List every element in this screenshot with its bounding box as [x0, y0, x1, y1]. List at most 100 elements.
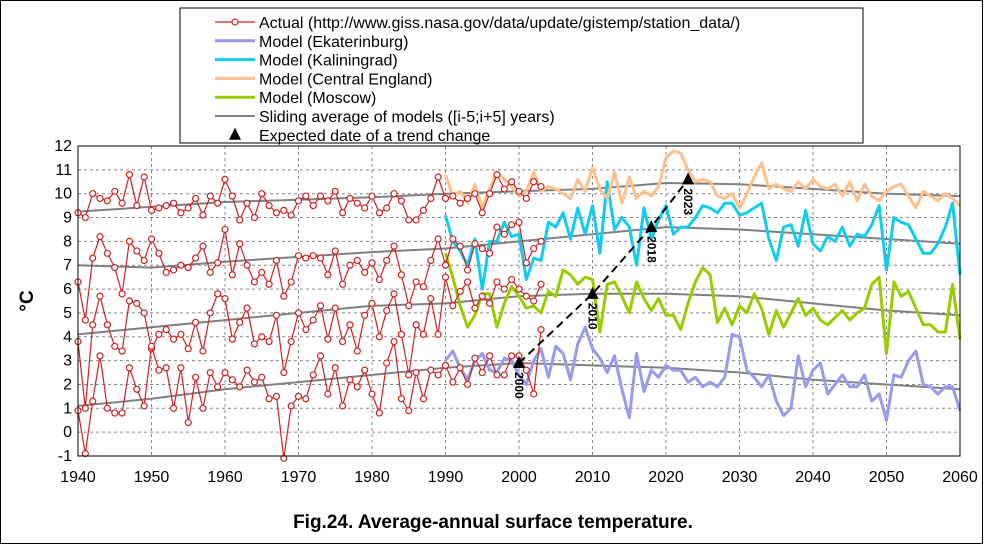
data-point [221, 225, 229, 234]
data-point [309, 202, 317, 210]
data-point [302, 395, 310, 403]
x-tick-label: 2060 [942, 469, 978, 486]
series-2 [74, 273, 545, 412]
data-point [155, 366, 163, 374]
data-point [236, 216, 244, 224]
data-point [405, 407, 413, 415]
series-6 [444, 149, 962, 210]
x-tick-label: 2000 [501, 469, 537, 486]
x-tick-label: 1960 [207, 469, 243, 486]
legend-label: Sliding average of models ([i-5;i+5] yea… [259, 109, 555, 126]
data-point [508, 221, 516, 229]
data-point [81, 213, 89, 222]
data-point [449, 192, 457, 200]
data-point [456, 364, 464, 372]
data-point [103, 197, 112, 205]
series-line [444, 325, 962, 422]
data-point [214, 199, 222, 207]
y-tick-label: 6 [63, 281, 72, 298]
legend-label: Model (Kaliningrad) [259, 53, 398, 70]
data-point [280, 368, 288, 377]
data-point [111, 264, 119, 272]
y-tick-label: 1 [63, 400, 72, 417]
data-point [375, 333, 383, 341]
series-1 [74, 218, 545, 324]
y-tick-label: 9 [63, 210, 72, 227]
data-point [375, 209, 383, 217]
data-point [199, 211, 207, 219]
data-point [81, 316, 89, 324]
y-tick-label: 5 [63, 305, 72, 322]
data-point [353, 383, 361, 391]
chart-title: Fig.24. Average-annual surface temperatu… [293, 512, 693, 533]
data-point [140, 256, 148, 265]
data-point [463, 266, 472, 274]
data-point [236, 383, 244, 391]
data-point [316, 254, 325, 262]
y-tick-label: 3 [63, 353, 72, 370]
data-point [111, 187, 119, 195]
data-point [493, 278, 501, 286]
legend-item: Model (Kaliningrad) [215, 53, 398, 70]
data-point [500, 185, 508, 193]
data-point [390, 242, 398, 250]
data-point [155, 249, 163, 257]
data-point [383, 204, 391, 212]
legend-item: Expected date of a trend change [229, 127, 490, 145]
data-point [493, 371, 501, 379]
data-point [463, 194, 472, 203]
data-point [184, 204, 192, 212]
legend-item: Actual (http://www.giss.nasa.gov/data/up… [215, 15, 740, 32]
y-tick-label: 11 [55, 162, 72, 179]
data-point [508, 352, 516, 360]
data-point [324, 390, 332, 398]
data-point [441, 261, 450, 269]
legend-item: Model (Ekaterinburg) [215, 34, 408, 51]
x-tick-label: 1980 [354, 469, 390, 486]
data-point [361, 366, 369, 374]
data-point [456, 199, 464, 207]
data-point [272, 311, 281, 319]
data-point [162, 326, 170, 334]
data-point [324, 335, 332, 343]
data-point [397, 330, 405, 338]
data-point [316, 302, 325, 310]
data-point [368, 390, 376, 398]
data-point [316, 192, 325, 200]
data-point [206, 368, 214, 377]
data-point [133, 202, 141, 210]
data-point [221, 295, 229, 303]
series-line [77, 329, 542, 459]
data-point [456, 242, 464, 250]
y-tick-label: 12 [54, 138, 72, 155]
data-point [206, 309, 214, 317]
data-point [508, 178, 516, 186]
data-point [199, 404, 207, 412]
data-point [184, 419, 192, 427]
data-point [125, 171, 134, 179]
data-point [258, 190, 266, 198]
data-point [331, 187, 339, 195]
data-point [390, 190, 398, 198]
data-point [405, 216, 413, 224]
data-point [265, 202, 273, 210]
data-point [486, 249, 494, 257]
data-point [147, 342, 156, 350]
data-point [243, 199, 251, 207]
data-point [339, 337, 347, 346]
legend-marker [231, 18, 239, 26]
data-point [169, 199, 178, 207]
data-point [280, 292, 288, 300]
data-point [339, 280, 347, 288]
data-point [522, 259, 530, 267]
data-point [471, 304, 479, 312]
series-5 [444, 180, 962, 291]
series-line [444, 180, 962, 291]
data-point [500, 371, 508, 379]
x-tick-label: 2020 [648, 469, 684, 486]
x-tick-label: 1970 [281, 469, 317, 486]
data-point [206, 268, 214, 276]
data-point [316, 352, 325, 360]
data-point [471, 190, 479, 198]
